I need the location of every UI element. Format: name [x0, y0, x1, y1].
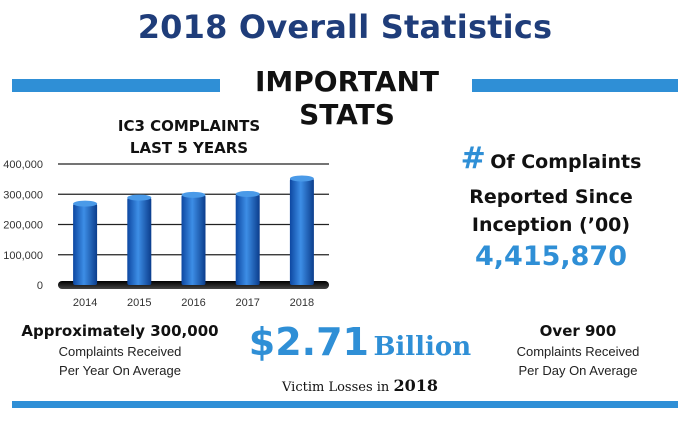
- complaints-since-line-2: Reported Since: [469, 186, 633, 208]
- losses-amount: $2.71: [248, 320, 369, 364]
- bar-cap-2017: [235, 190, 260, 197]
- bar-cap-2016: [181, 191, 206, 198]
- bar-2014: [73, 203, 98, 285]
- x-tick-label: 2014: [73, 297, 97, 309]
- per-year-headline: Approximately 300,000: [21, 322, 219, 340]
- complaints-since-value: 4,415,870: [474, 241, 628, 272]
- hash-symbol: #: [460, 141, 486, 176]
- section-band-left: [12, 79, 220, 92]
- per-year-line-1: Complaints Received: [58, 344, 182, 359]
- x-tick-label: 2018: [290, 297, 314, 309]
- bar-2018: [289, 178, 314, 285]
- page-title: 2018 Overall Statistics: [137, 8, 553, 46]
- chart-title-line-1: IC3 COMPLAINTS: [117, 117, 261, 135]
- bar-cap-2018: [289, 175, 314, 182]
- y-axis-ticks: 400,000 300,000 200,000 100,000 0: [3, 159, 43, 292]
- per-day-headline: Over 900: [539, 322, 617, 340]
- complaints-since-inception: # Of Complaints Reported Since Inception…: [446, 140, 656, 275]
- x-tick-label: 2017: [235, 297, 259, 309]
- complaints-since-line-1: Of Complaints: [490, 151, 642, 173]
- losses-unit: Billion: [373, 332, 472, 362]
- bar-2017: [235, 193, 260, 285]
- bar-2016: [181, 194, 206, 285]
- chart-title-line-2: LAST 5 YEARS: [129, 139, 249, 157]
- y-tick-label: 300,000: [3, 189, 43, 201]
- x-tick-label: 2016: [181, 297, 205, 309]
- section-band-right: [472, 79, 678, 92]
- chart-bars: [73, 175, 314, 285]
- bar-cap-2015: [127, 194, 152, 201]
- complaints-since-line-3: Inception (’00): [471, 214, 631, 236]
- victim-losses-stat: $2.71 Billion Victim Losses in 2018: [240, 318, 480, 399]
- bar-2015: [127, 197, 152, 285]
- y-tick-label: 400,000: [3, 159, 43, 171]
- y-tick-label: 200,000: [3, 220, 43, 232]
- per-year-stat: Approximately 300,000 Complaints Receive…: [10, 320, 230, 380]
- x-axis-ticks: 2014 2015 2016 2017 2018: [73, 297, 314, 309]
- per-day-line-2: Per Day On Average: [518, 363, 638, 378]
- bar-cap-2014: [73, 200, 98, 207]
- per-day-stat: Over 900 Complaints Received Per Day On …: [478, 320, 678, 380]
- losses-caption: Victim Losses in: [282, 380, 390, 395]
- section-subtitle: IMPORTANT STATS: [254, 65, 440, 131]
- y-tick-label: 0: [37, 280, 43, 292]
- bottom-band: [12, 401, 678, 408]
- per-year-line-2: Per Year On Average: [59, 363, 181, 378]
- per-day-line-1: Complaints Received: [516, 344, 640, 359]
- y-tick-label: 100,000: [3, 250, 43, 262]
- x-tick-label: 2015: [127, 297, 151, 309]
- losses-year: 2018: [393, 376, 438, 395]
- chart-title: IC3 COMPLAINTS LAST 5 YEARS: [64, 115, 314, 159]
